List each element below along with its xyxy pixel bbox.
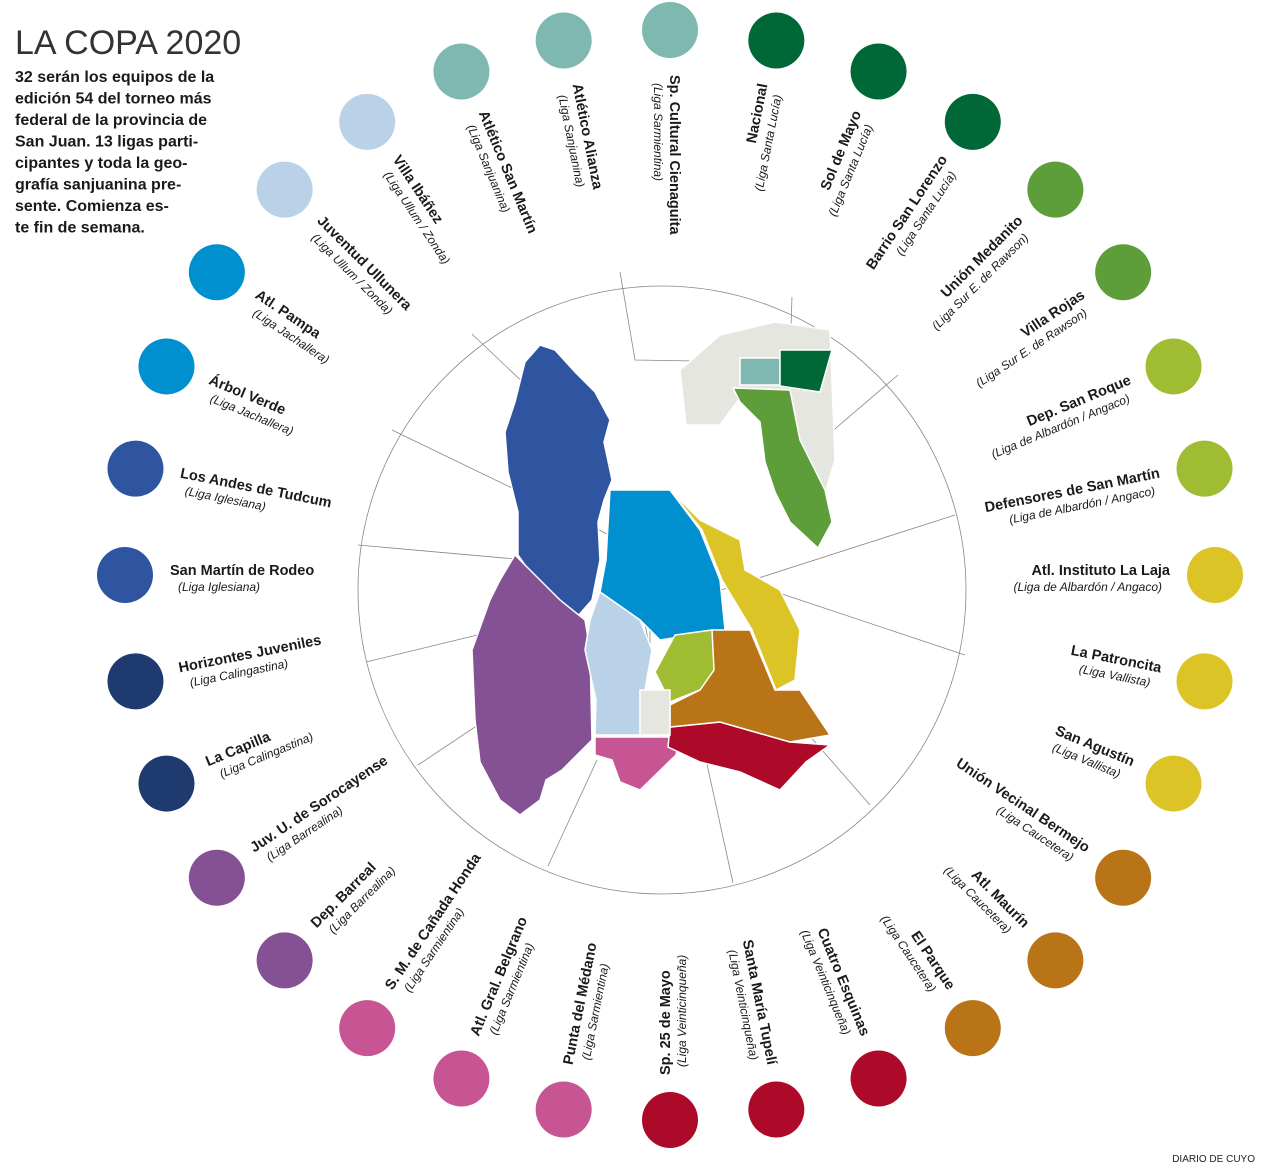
- team-dot: [1095, 849, 1152, 906]
- team-dot: [339, 93, 396, 150]
- team-dot: [138, 338, 195, 395]
- team-dot: [188, 849, 245, 906]
- intro-line: te fin de semana.: [15, 220, 145, 237]
- team-name: S. M. de Cañada Honda: [382, 850, 485, 993]
- intro-line: grafía sanjuanina pre-: [15, 177, 181, 194]
- team-dot: [1176, 653, 1233, 710]
- team-league: (Liga Sarmientina): [651, 83, 665, 181]
- team-dot: [433, 43, 490, 100]
- team-dot: [1176, 440, 1233, 497]
- team-label: Unión Medanito(Liga Sur E. de Rawson): [929, 213, 1031, 333]
- team-league: (Liga de Albardón / Angaco): [1013, 580, 1162, 594]
- team-label: Villa Ibáñez(Liga Ullum / Zonda): [381, 153, 453, 267]
- team-dot: [850, 43, 907, 100]
- title: LA COPA 2020: [15, 24, 241, 62]
- team-dot: [97, 547, 153, 603]
- team-name: Barrio San Lorenzo: [863, 152, 951, 272]
- team-dot: [1095, 244, 1152, 301]
- team-label: Sp. 25 de Mayo (Liga Veinticinqueña): [658, 955, 689, 1075]
- map-frame: [357, 285, 967, 895]
- team-name: Sp. Cultural Cienaguita: [666, 75, 682, 235]
- team-name: Unión Vecinal Bermejo: [953, 756, 1093, 857]
- team-league: (Liga Iglesiana): [178, 580, 260, 594]
- team-label: Los Andes de Tudcum(Liga Iglesiana): [179, 466, 333, 514]
- team-dot: [1187, 547, 1243, 603]
- team-name: Juv. U. de Sorocayense: [248, 753, 391, 856]
- team-name: Atl. Instituto La Laja: [1031, 563, 1170, 579]
- team-dot: [944, 93, 1001, 150]
- team-label: Sp. Cultural Cienaguita(Liga Sarmientina…: [651, 75, 682, 235]
- team-dot: [339, 1000, 396, 1057]
- team-label: El Parque(Liga Caucetera): [878, 913, 958, 995]
- team-label: Horizontes Juveniles(Liga Calingastina): [177, 632, 322, 689]
- team-label: Sol de Mayo(Liga Santa Lucía): [818, 108, 876, 218]
- team-league: (Liga Veinticinqueña): [675, 955, 689, 1067]
- team-label: Defensores de San Martín(Liga de Albardó…: [983, 466, 1161, 527]
- intro: 32 serán los equipos de la edición 54 del…: [15, 69, 214, 237]
- team-label: Barrio San Lorenzo(Liga Santa Lucía): [863, 152, 959, 272]
- team-name: Sp. 25 de Mayo: [658, 970, 674, 1075]
- team-label: Atl. Gral. Belgrano(Liga Sarmientina): [468, 915, 537, 1039]
- team-dot: [748, 12, 805, 69]
- team-label: Árbol Verde(Liga Jachallera): [207, 372, 296, 439]
- team-label: San Martín de Rodeo(Liga Iglesiana): [170, 563, 314, 594]
- team-label: Santa María Tupelí(Liga Veinticinqueña): [725, 938, 779, 1067]
- team-dot: [748, 1081, 805, 1138]
- team-label: Atlético San Martín(Liga Sanjuanina): [464, 108, 540, 235]
- team-dot: [1027, 161, 1084, 218]
- team-dot: [107, 440, 164, 497]
- team-label: Atl. Maurín(Liga Caucetera): [941, 863, 1032, 936]
- team-label: Nacional(Liga Santa Lucía): [744, 82, 785, 192]
- team-dot: [642, 2, 698, 58]
- team-dot: [1027, 932, 1084, 989]
- map: [471, 321, 836, 816]
- team-label: La Patroncita(Liga Vallista): [1070, 643, 1164, 690]
- team-label: Atlético Alianza(Liga Sanjuanina): [555, 82, 605, 191]
- team-label: La Capilla(Liga Calingastina): [203, 729, 315, 781]
- team-dot: [1145, 338, 1202, 395]
- intro-line: 32 serán los equipos de la: [15, 69, 214, 86]
- team-name: Juventud Ullunera: [314, 213, 415, 314]
- team-dot: [256, 161, 313, 218]
- team-label: Atl. Instituto La Laja(Liga de Albardón …: [1013, 563, 1170, 594]
- team-label: Juv. U. de Sorocayense(Liga Barrealina): [248, 753, 391, 864]
- team-name: San Martín de Rodeo: [170, 563, 314, 579]
- team-label: Villa Rojas(Liga Sur E. de Rawson): [973, 287, 1089, 390]
- intro-line: edición 54 del torneo más: [15, 91, 212, 108]
- team-dot: [107, 653, 164, 710]
- team-label: Atl. Pampa(Liga Jachallera): [250, 287, 332, 367]
- team-label: Juventud Ullunera(Liga Ullum / Zonda): [309, 213, 415, 317]
- team-label: Dep. San Roque(Liga de Albardón / Angaco…: [989, 373, 1133, 462]
- team-dot: [850, 1050, 907, 1107]
- team-dot: [138, 755, 195, 812]
- team-dot: [642, 1092, 698, 1148]
- team-label: Dep. Barreal(Liga Barrealina): [308, 860, 398, 937]
- team-dot: [535, 12, 592, 69]
- intro-line: San Juan. 13 ligas parti-: [15, 134, 198, 151]
- team-dot: [256, 932, 313, 989]
- team-dot: [535, 1081, 592, 1138]
- team-label: San Agustín(Liga Vallista): [1051, 723, 1137, 781]
- intro-line: sente. Comienza es-: [15, 198, 169, 215]
- credit: DIARIO DE CUYO: [1172, 1154, 1255, 1165]
- team-label: Cuatro Esquinas(Liga Veinticinqueña): [798, 926, 873, 1039]
- intro-line: cipantes y toda la geo-: [15, 155, 187, 172]
- team-dot: [433, 1050, 490, 1107]
- team-league: (Liga Sur E. de Rawson): [929, 231, 1031, 333]
- team-dot: [1145, 755, 1202, 812]
- team-label: S. M. de Cañada Honda(Liga Sarmientina): [382, 850, 485, 995]
- team-dot: [944, 1000, 1001, 1057]
- team-label: Unión Vecinal Bermejo(Liga Caucetera): [953, 756, 1093, 865]
- team-label: Punta del Médano(Liga Sarmientina): [561, 941, 612, 1066]
- intro-line: federal de la provincia de: [15, 112, 207, 129]
- team-dot: [188, 244, 245, 301]
